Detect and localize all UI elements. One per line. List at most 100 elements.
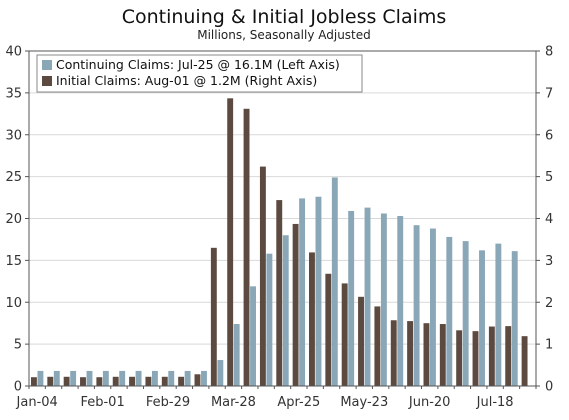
bar-initial-claims [505,326,512,386]
left-axis-tick-label: 40 [5,45,22,60]
legend-label-continuing: Continuing Claims: Jul-25 @ 16.1M (Left … [56,57,340,72]
chart-subtitle: Millions, Seasonally Adjusted [197,28,371,42]
bar-initial-claims [325,273,332,386]
x-axis-tick-label: Feb-29 [146,395,190,410]
bar-continuing-claims [250,286,256,386]
bar-continuing-claims [119,370,126,386]
bar-initial-claims [63,376,70,386]
axes-layer: 0 5 10 15 20 25 30 35 40 0 1 2 3 4 5 6 7 8 Jan-04 Feb-01 Feb… [5,45,553,411]
bar-continuing-claims [233,324,240,386]
right-axis-tick-label: 0 [545,380,553,395]
right-axis-tick-label: 2 [545,296,553,311]
bar-initial-claims [374,306,381,386]
bar-continuing-claims [201,370,207,386]
bar-continuing-claims [37,370,44,386]
bar-continuing-claims [479,250,485,386]
bar-continuing-claims [413,225,420,386]
bar-continuing-claims [282,235,289,386]
right-axis-tick-label: 8 [545,45,553,60]
legend-swatch-continuing [42,60,52,70]
left-axis-tick-label: 5 [14,338,22,353]
legend-label-initial: Initial Claims: Aug-01 @ 1.2M (Right Axi… [56,73,317,88]
legend: Continuing Claims: Jul-25 @ 16.1M (Left … [36,54,363,93]
bar-initial-claims [456,330,463,386]
bar-continuing-claims [135,370,142,386]
bar-initial-claims [390,320,397,386]
bar-continuing-claims [348,210,355,386]
bar-continuing-claims [397,215,404,386]
bar-initial-claims [407,321,414,386]
left-axis-tick-label: 0 [14,380,22,395]
legend-swatch-initial [42,76,52,86]
right-axis-tick-label: 7 [545,86,553,101]
bar-initial-claims [292,223,299,386]
bar-initial-claims [423,323,430,386]
bar-initial-claims [341,283,348,386]
x-axis-tick-label: Feb-01 [80,395,124,410]
grid-layer [29,50,536,345]
bar-initial-claims [488,326,495,386]
bar-continuing-claims [53,370,60,386]
bar-continuing-claims [315,196,322,386]
bar-initial-claims [194,374,201,386]
left-axis-tick-label: 15 [5,254,22,269]
bar-initial-claims [439,324,446,386]
left-axis-tick-label: 10 [5,296,22,311]
bar-continuing-claims [102,370,109,386]
bar-initial-claims [210,247,217,386]
bar-continuing-claims [364,207,371,386]
bar-continuing-claims [299,198,306,386]
bar-initial-claims [472,331,479,386]
right-axis-tick-label: 5 [545,170,553,185]
bar-continuing-claims [429,228,436,386]
left-axis-tick-label: 30 [5,128,22,143]
bar-continuing-claims [462,241,469,386]
bar-continuing-claims [168,370,175,386]
bar-continuing-claims [184,370,191,386]
bar-continuing-claims [331,177,338,386]
x-axis-tick-label: Jul-18 [476,395,514,410]
bar-initial-claims [227,98,234,386]
bar-initial-claims [276,200,283,386]
left-axis-tick-label: 35 [5,86,22,101]
x-axis-tick-label: Mar-28 [211,395,256,410]
bar-initial-claims [129,376,136,386]
right-axis-tick-label: 3 [545,254,553,269]
legend-box [36,54,363,93]
bar-initial-claims [30,377,37,386]
right-axis-tick-label: 4 [545,212,553,227]
x-axis-tick-label: May-23 [340,395,388,410]
bar-initial-claims [96,377,103,386]
x-axis-tick-label: Jun-20 [408,395,451,410]
bar-initial-claims [47,376,54,386]
x-axis-tick-label: Apr-25 [277,395,320,410]
right-axis-tick-label: 1 [545,338,553,353]
bar-initial-claims [80,377,86,386]
bar-initial-claims [358,296,364,386]
bar-continuing-claims [70,370,77,386]
bar-continuing-claims [446,236,453,386]
bar-initial-claims [521,336,528,386]
bar-initial-claims [145,376,152,386]
bars-layer [30,98,528,386]
bar-continuing-claims [151,370,158,386]
left-axis-tick-label: 20 [5,212,22,227]
bar-continuing-claims [380,213,387,386]
bar-initial-claims [259,166,266,386]
left-axis-tick-label: 25 [5,170,22,185]
bar-initial-claims [112,376,119,386]
bar-continuing-claims [266,253,273,386]
bar-initial-claims [309,252,315,386]
bar-initial-claims [178,376,185,386]
bar-continuing-claims [495,243,502,386]
x-axis-tick-label: Jan-04 [16,395,58,410]
bar-continuing-claims [511,251,518,386]
bar-initial-claims [161,376,168,386]
bar-continuing-claims [217,360,224,386]
chart-title: Continuing & Initial Jobless Claims [122,6,447,28]
bar-initial-claims [243,108,250,386]
right-axis-tick-label: 6 [545,128,553,143]
bar-continuing-claims [86,370,93,386]
